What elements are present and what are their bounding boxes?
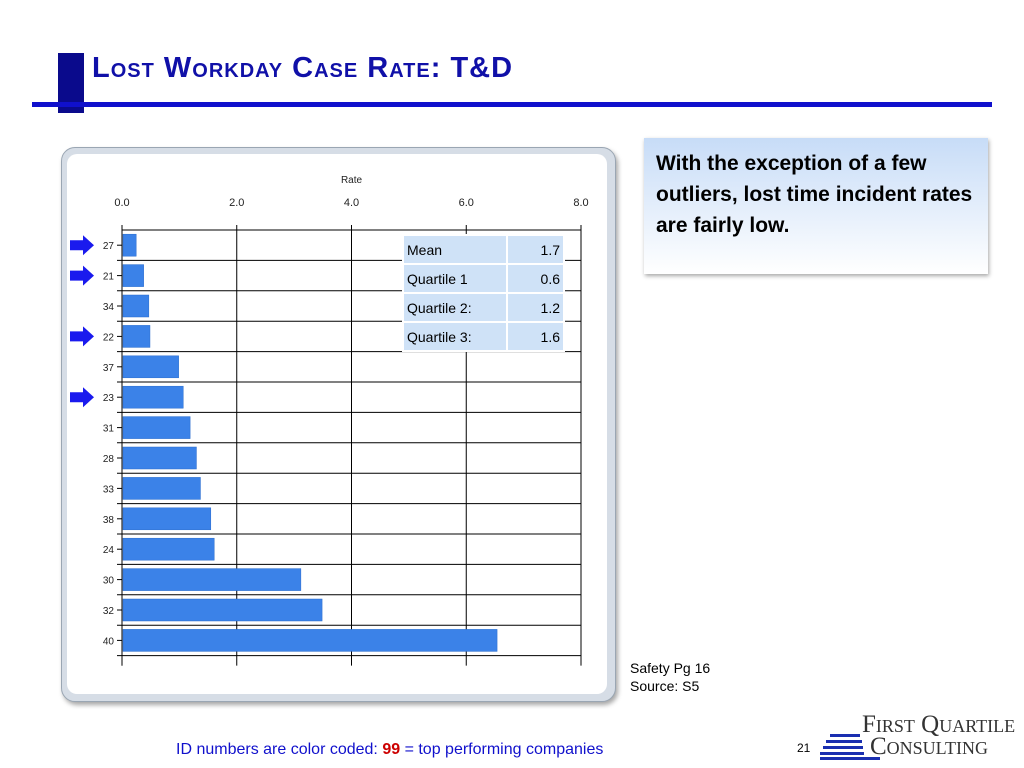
stats-value: 1.7 (506, 234, 565, 265)
bar (122, 385, 184, 409)
x-tick-label: 4.0 (344, 197, 359, 209)
x-tick-label: 6.0 (459, 197, 474, 209)
footer-legend-note: ID numbers are color coded: 99 = top per… (176, 741, 603, 759)
bar (122, 233, 137, 257)
y-tick-label: 23 (103, 393, 115, 404)
callout-text: With the exception of a few outliers, lo… (656, 152, 973, 237)
highlight-arrow-icon (70, 235, 94, 256)
bar (122, 355, 179, 379)
stats-label: Quartile 1 (402, 263, 508, 294)
bar (122, 294, 150, 318)
stats-row-quartile-3: Quartile 3: 1.6 (402, 321, 565, 352)
source-note-source: Source: S5 (630, 678, 700, 694)
footer-suffix: = top performing companies (400, 741, 604, 758)
y-tick-label: 38 (103, 515, 115, 526)
y-tick-label: 27 (103, 241, 115, 252)
highlight-arrow-icon (70, 265, 94, 286)
y-tick-label: 22 (103, 332, 115, 343)
footer-prefix: ID numbers are color coded: (176, 741, 383, 758)
bar (122, 446, 197, 470)
stats-value: 0.6 (506, 263, 565, 294)
summary-stats-table: Mean 1.7 Quartile 1 0.6 Quartile 2: 1.2 … (402, 234, 565, 352)
bar (122, 264, 144, 287)
bar (122, 568, 302, 591)
x-tick-label: 8.0 (573, 197, 588, 209)
bar (122, 598, 323, 622)
stats-label: Mean (402, 234, 508, 265)
source-note-page: Safety Pg 16 (630, 660, 711, 676)
y-tick-label: 40 (103, 636, 115, 647)
footer-highlight-id: 99 (382, 741, 401, 758)
x-tick-label: 2.0 (229, 197, 244, 209)
bar (122, 507, 212, 531)
stats-value: 1.6 (506, 321, 565, 352)
y-tick-label: 37 (103, 363, 115, 374)
y-tick-label: 21 (103, 272, 115, 283)
page-number: 21 (797, 741, 811, 755)
y-tick-label: 30 (103, 576, 115, 587)
title-underline (32, 102, 992, 107)
logo-line-2: Consulting (870, 733, 989, 760)
highlight-arrow-icon (70, 326, 94, 347)
bar (122, 477, 201, 500)
y-tick-label: 24 (103, 545, 115, 556)
company-logo-bars-icon (820, 734, 880, 760)
logo-line-1: First Quartile (862, 711, 1016, 738)
highlight-arrow-icon (70, 387, 94, 408)
y-tick-label: 33 (103, 484, 115, 495)
company-logo-text: First Quartile Consulting (862, 711, 1016, 760)
stats-row-quartile-1: Quartile 1 0.6 (402, 263, 565, 294)
stats-label: Quartile 2: (402, 292, 508, 323)
stats-label: Quartile 3: (402, 321, 508, 352)
bar (122, 325, 151, 348)
x-axis-title: Rate (341, 175, 363, 186)
stats-value: 1.2 (506, 292, 565, 323)
bar (122, 416, 191, 439)
stats-row-mean: Mean 1.7 (402, 234, 565, 265)
y-tick-label: 31 (103, 424, 115, 435)
bar (122, 537, 215, 561)
slide-title: Lost Workday Case Rate: T&D (92, 52, 514, 84)
y-tick-label: 28 (103, 454, 115, 465)
source-note: Safety Pg 16 Source: S5 (630, 659, 710, 695)
y-tick-label: 32 (103, 606, 115, 617)
callout-box: With the exception of a few outliers, lo… (644, 138, 988, 274)
y-tick-label: 34 (103, 302, 115, 313)
bar (122, 629, 498, 652)
x-tick-label: 0.0 (114, 197, 129, 209)
stats-row-quartile-2: Quartile 2: 1.2 (402, 292, 565, 323)
